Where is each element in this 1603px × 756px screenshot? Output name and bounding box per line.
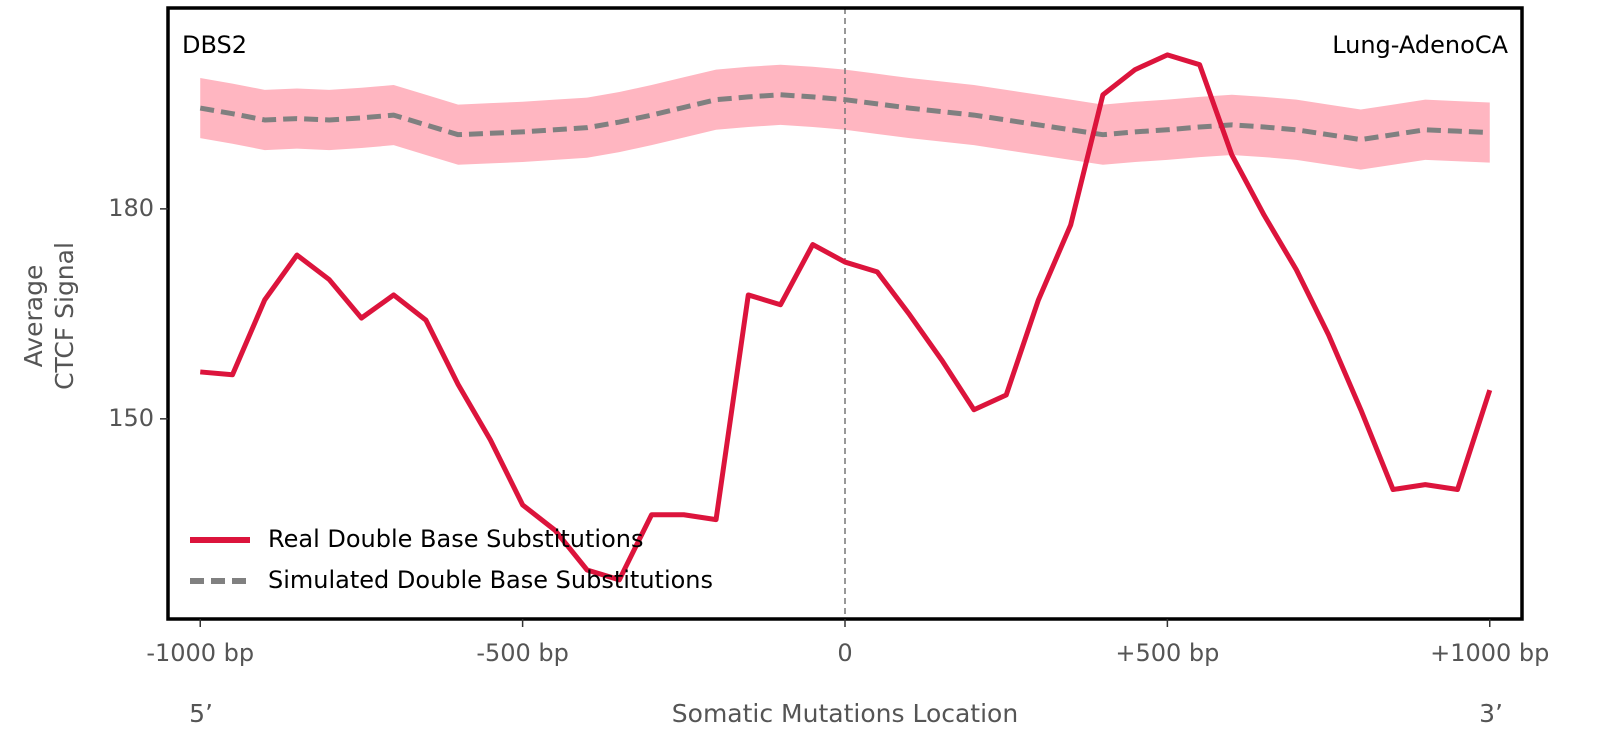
simulated-line	[199, 92, 1490, 143]
real-line	[200, 52, 1493, 583]
x-tick-label: 0	[837, 639, 852, 667]
legend-label: Simulated Double Base Substitutions	[268, 566, 713, 594]
y-axis-label: Average	[19, 265, 48, 368]
legend-label: Real Double Base Substitutions	[268, 525, 643, 553]
error-band	[200, 64, 1490, 170]
x-end-label: 3’	[1479, 699, 1503, 728]
x-tick-label: +500 bp	[1115, 639, 1219, 667]
annotation: Lung-AdenoCA	[1332, 31, 1508, 59]
x-end-label: 5’	[189, 699, 213, 728]
y-axis-label: CTCF Signal	[50, 242, 79, 390]
x-tick-label: -1000 bp	[146, 639, 254, 667]
y-tick-label: 180	[108, 194, 154, 222]
annotation: DBS2	[182, 31, 247, 59]
x-axis-label: Somatic Mutations Location	[672, 699, 1018, 728]
x-tick-label: -500 bp	[476, 639, 569, 667]
y-tick-label: 150	[108, 404, 154, 432]
x-tick-label: +1000 bp	[1430, 639, 1549, 667]
